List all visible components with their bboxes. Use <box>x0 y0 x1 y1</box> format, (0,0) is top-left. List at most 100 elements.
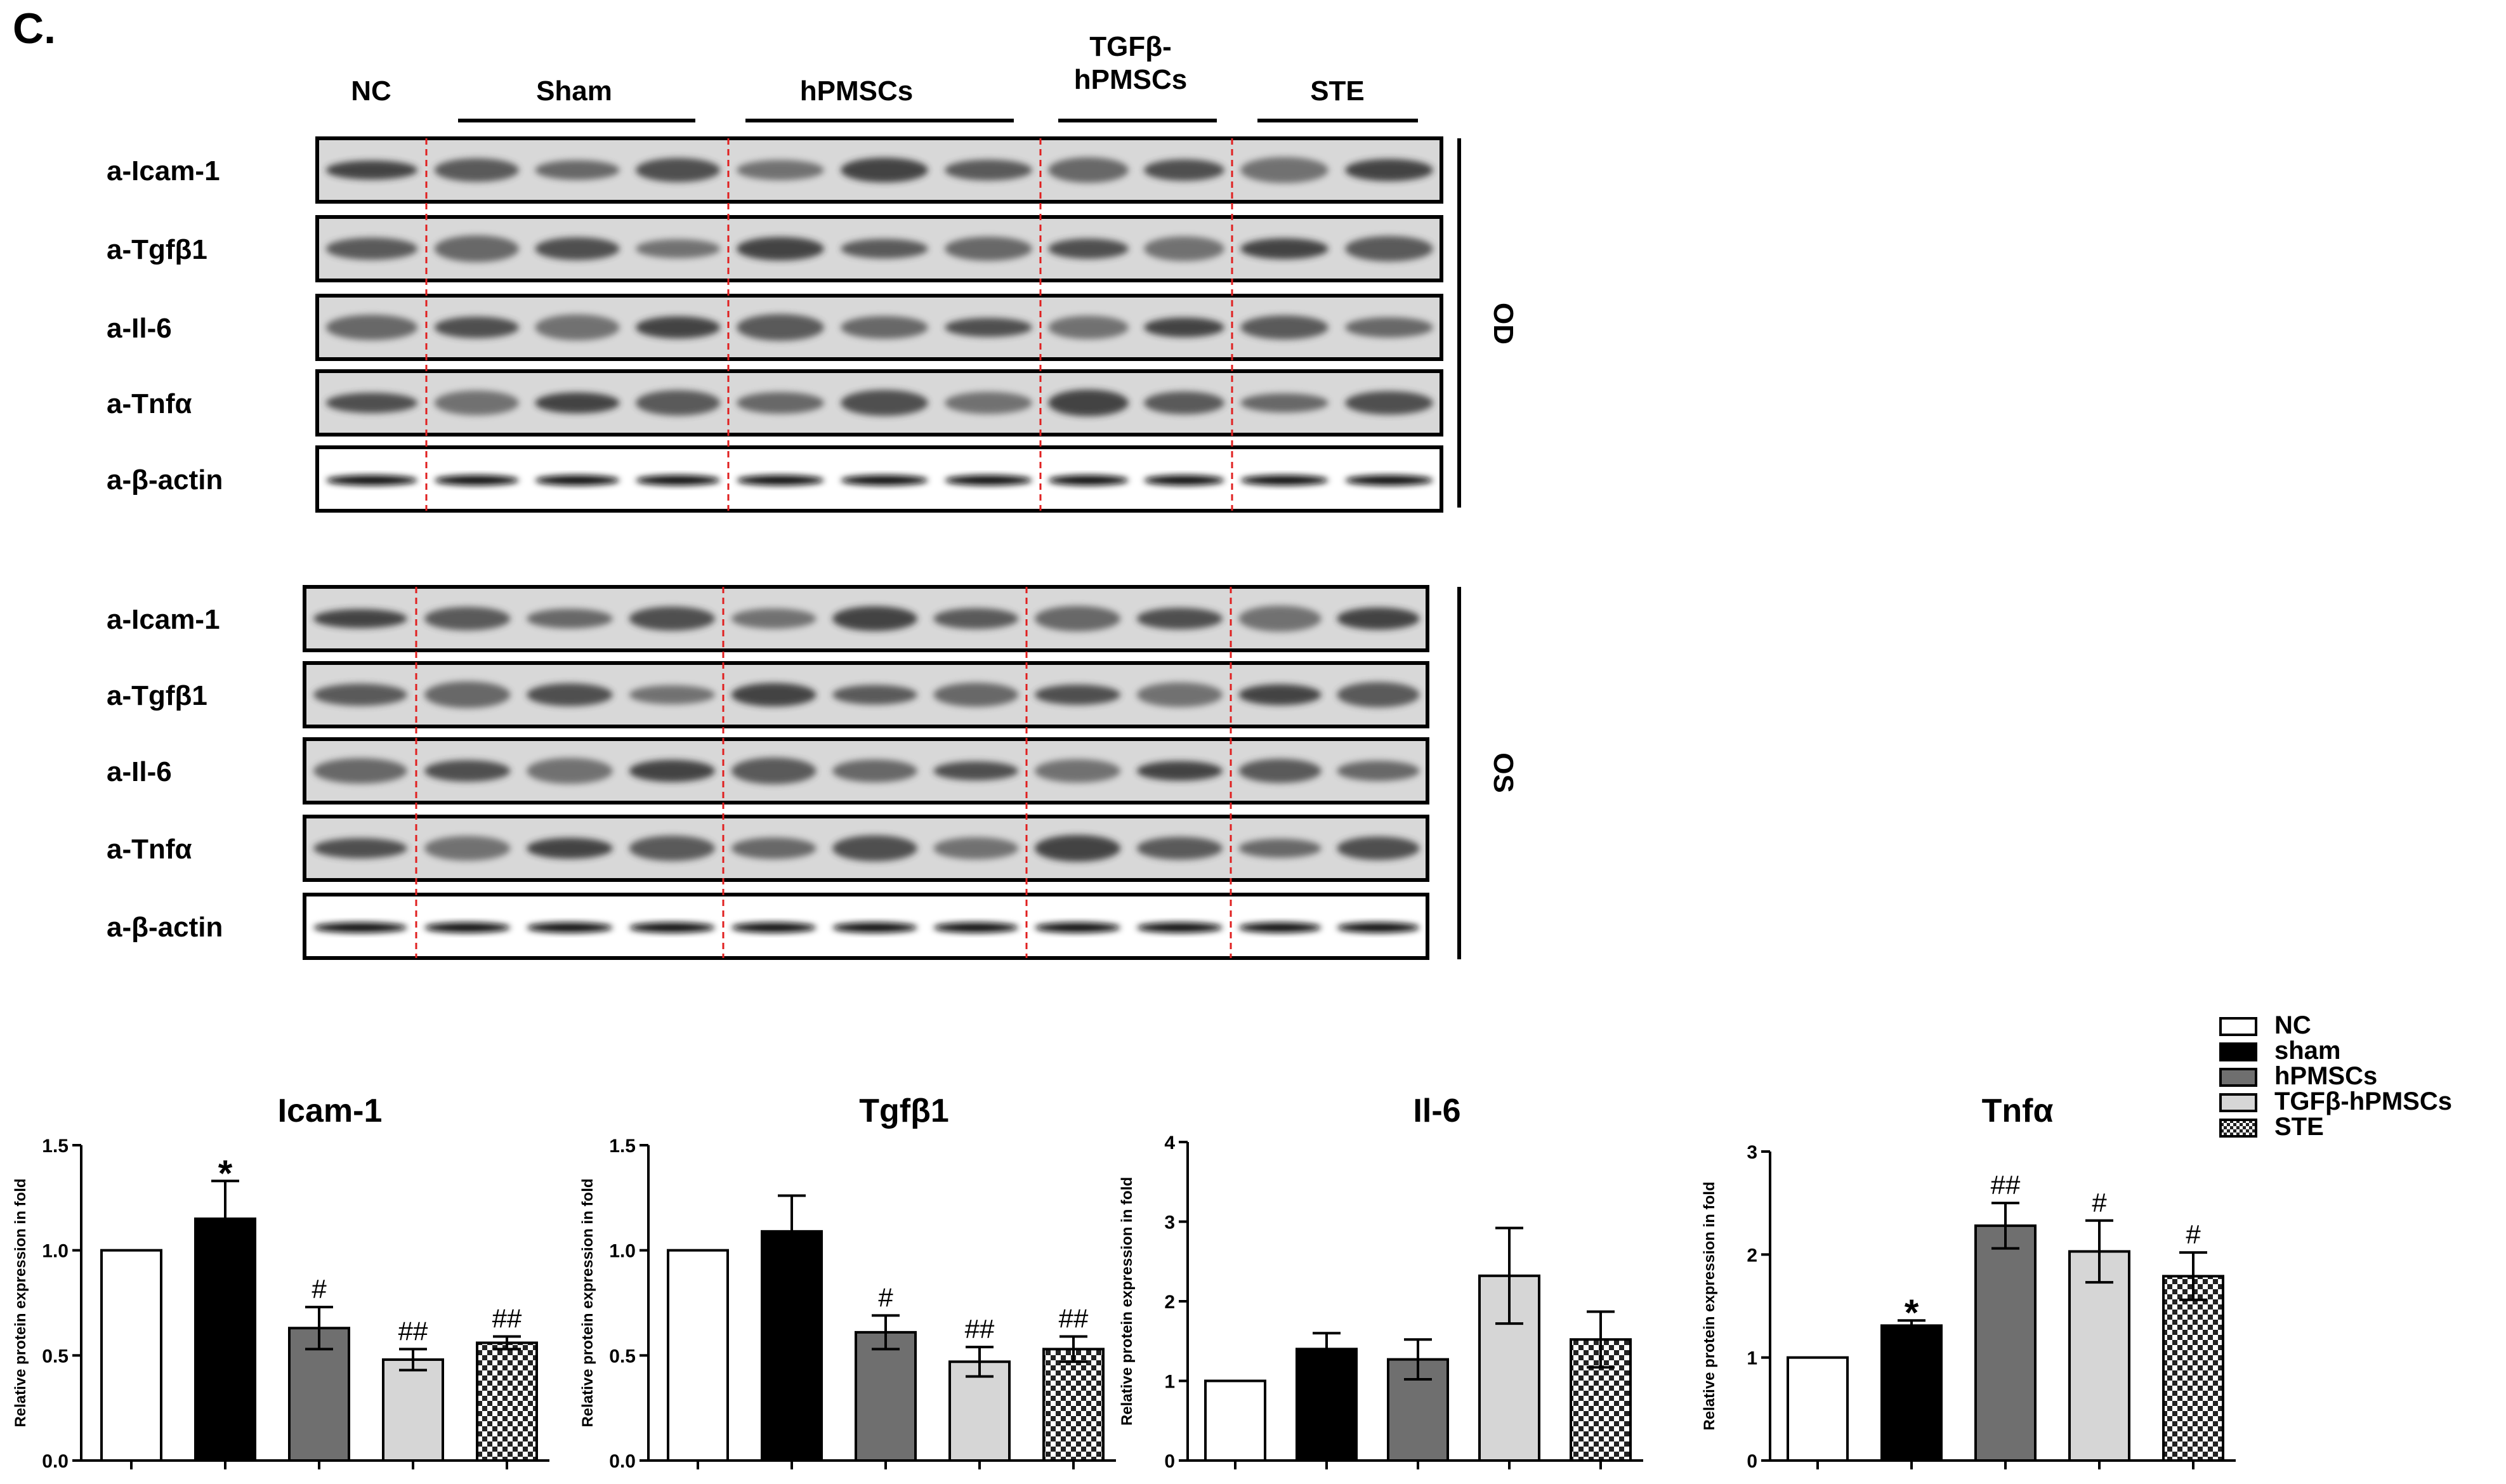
blot-strip-border <box>303 893 1429 960</box>
blot-strip-border <box>303 815 1429 882</box>
blot-band <box>731 837 817 859</box>
blot-band <box>535 160 620 180</box>
legend-swatch <box>2219 1042 2257 1061</box>
legend-swatch <box>2219 1017 2257 1036</box>
blot-band <box>933 837 1019 860</box>
y-tick-label: 1.0 <box>609 1241 636 1262</box>
bar-ste <box>2162 1275 2224 1462</box>
significance-mark: # <box>2092 1188 2107 1218</box>
y-tick-label: 1.5 <box>42 1136 69 1157</box>
blot-strip-border <box>315 136 1443 204</box>
y-tick-label: 1 <box>1164 1372 1175 1393</box>
blot-band <box>945 475 1032 485</box>
blot-strip-a-il-6 <box>315 294 1443 361</box>
blot-band <box>313 758 407 784</box>
blot-band <box>737 475 824 485</box>
blot-band <box>933 608 1019 629</box>
bar-sham <box>194 1217 256 1462</box>
blot-band <box>841 239 928 259</box>
blot-band <box>527 837 613 859</box>
blot-band <box>629 685 716 704</box>
legend-item-nc: NC <box>2219 1011 2311 1039</box>
blot-band <box>1144 391 1224 414</box>
blot-band <box>1034 835 1121 862</box>
significance-mark: * <box>1905 1292 1919 1334</box>
blot-band <box>832 606 917 631</box>
legend-label: STE <box>2274 1113 2324 1141</box>
blot-band <box>737 314 824 341</box>
bar-sham <box>1296 1348 1358 1462</box>
blot-band <box>832 685 917 705</box>
blot-band <box>325 237 418 260</box>
bar-tgf-hpmscs <box>948 1360 1011 1462</box>
blot-row-label-a-actin: a-β-actin <box>107 464 223 496</box>
blot-band <box>945 237 1032 261</box>
blot-band <box>1345 475 1433 485</box>
blot-band <box>1240 157 1328 183</box>
blot-band <box>933 923 1019 933</box>
blot-band <box>313 838 407 858</box>
blot-band <box>731 923 817 933</box>
blot-band <box>424 607 511 631</box>
blot-band <box>636 239 721 258</box>
blot-band <box>1048 157 1129 183</box>
bar-hpmscs <box>855 1330 917 1462</box>
legend-swatch <box>2219 1093 2257 1112</box>
blot-band <box>841 475 928 485</box>
blot-row-label-a-tgf-1: a-Tgfβ1 <box>107 234 207 265</box>
blot-band <box>1144 236 1224 261</box>
y-tick-label: 0.5 <box>42 1346 69 1367</box>
bar-chart-il-6: Il-6 0 1 2 3 4 Relative protein expression in … <box>1119 1093 1643 1472</box>
blot-band <box>636 316 721 339</box>
blot-band <box>1345 236 1433 261</box>
blot-band <box>1238 759 1322 783</box>
y-tick-label: 0 <box>1164 1451 1175 1472</box>
bar-chart-tgf-1: Tgfβ1 0.0 0.5 1.0 1.5 Relative protein expres… <box>579 1093 1116 1472</box>
blot-band <box>1345 159 1433 181</box>
blot-band <box>933 683 1019 707</box>
blot-band <box>313 609 407 628</box>
y-tick-label: 0.0 <box>609 1451 636 1472</box>
blot-band <box>1034 685 1121 705</box>
bar-hpmscs <box>1974 1224 2037 1462</box>
significance-mark: # <box>878 1282 893 1312</box>
significance-mark: ## <box>1059 1304 1089 1334</box>
blot-band <box>527 758 613 784</box>
legend-label: NC <box>2274 1011 2311 1039</box>
blot-band <box>945 318 1032 337</box>
blot-band <box>325 315 418 340</box>
blot-strip-border <box>303 661 1429 728</box>
blot-row-label-a-il-6: a-Il-6 <box>107 313 172 344</box>
blot-band <box>1238 923 1322 933</box>
blot-band <box>629 836 716 861</box>
y-axis-label: Relative protein expression in fold <box>1701 1181 1718 1430</box>
blot-band <box>1136 608 1223 629</box>
blot-band <box>832 923 917 933</box>
y-tick-label: 2 <box>1164 1292 1175 1313</box>
y-tick-label: 1 <box>1747 1348 1757 1369</box>
blot-band <box>1136 682 1223 707</box>
blot-band <box>434 475 519 485</box>
blot-row-label-a-icam-1: a-Icam-1 <box>107 155 220 187</box>
bar-sham <box>1880 1324 1943 1462</box>
blot-band <box>313 683 407 706</box>
bar-ste <box>1042 1348 1105 1462</box>
blot-group-header-ste: STE <box>1310 76 1365 107</box>
blot-strip-a-tnf <box>315 369 1443 437</box>
blot-band <box>535 314 620 341</box>
bar-nc <box>667 1249 729 1462</box>
blot-row-label-a-tnf: a-Tnfα <box>107 834 192 865</box>
blot-band <box>313 923 407 933</box>
significance-mark: ## <box>1991 1170 2021 1200</box>
blot-group-header-hpmscs: hPMSCs <box>800 76 913 107</box>
legend-label: sham <box>2274 1037 2341 1065</box>
blot-band <box>933 761 1019 780</box>
y-tick-label: 0.0 <box>42 1451 69 1472</box>
blot-strip-border <box>315 294 1443 361</box>
blot-band <box>731 758 817 784</box>
blot-band <box>636 390 721 416</box>
blot-strip-border <box>303 585 1429 652</box>
chart-title: Tgfβ1 <box>859 1093 949 1129</box>
blot-band <box>629 607 716 631</box>
